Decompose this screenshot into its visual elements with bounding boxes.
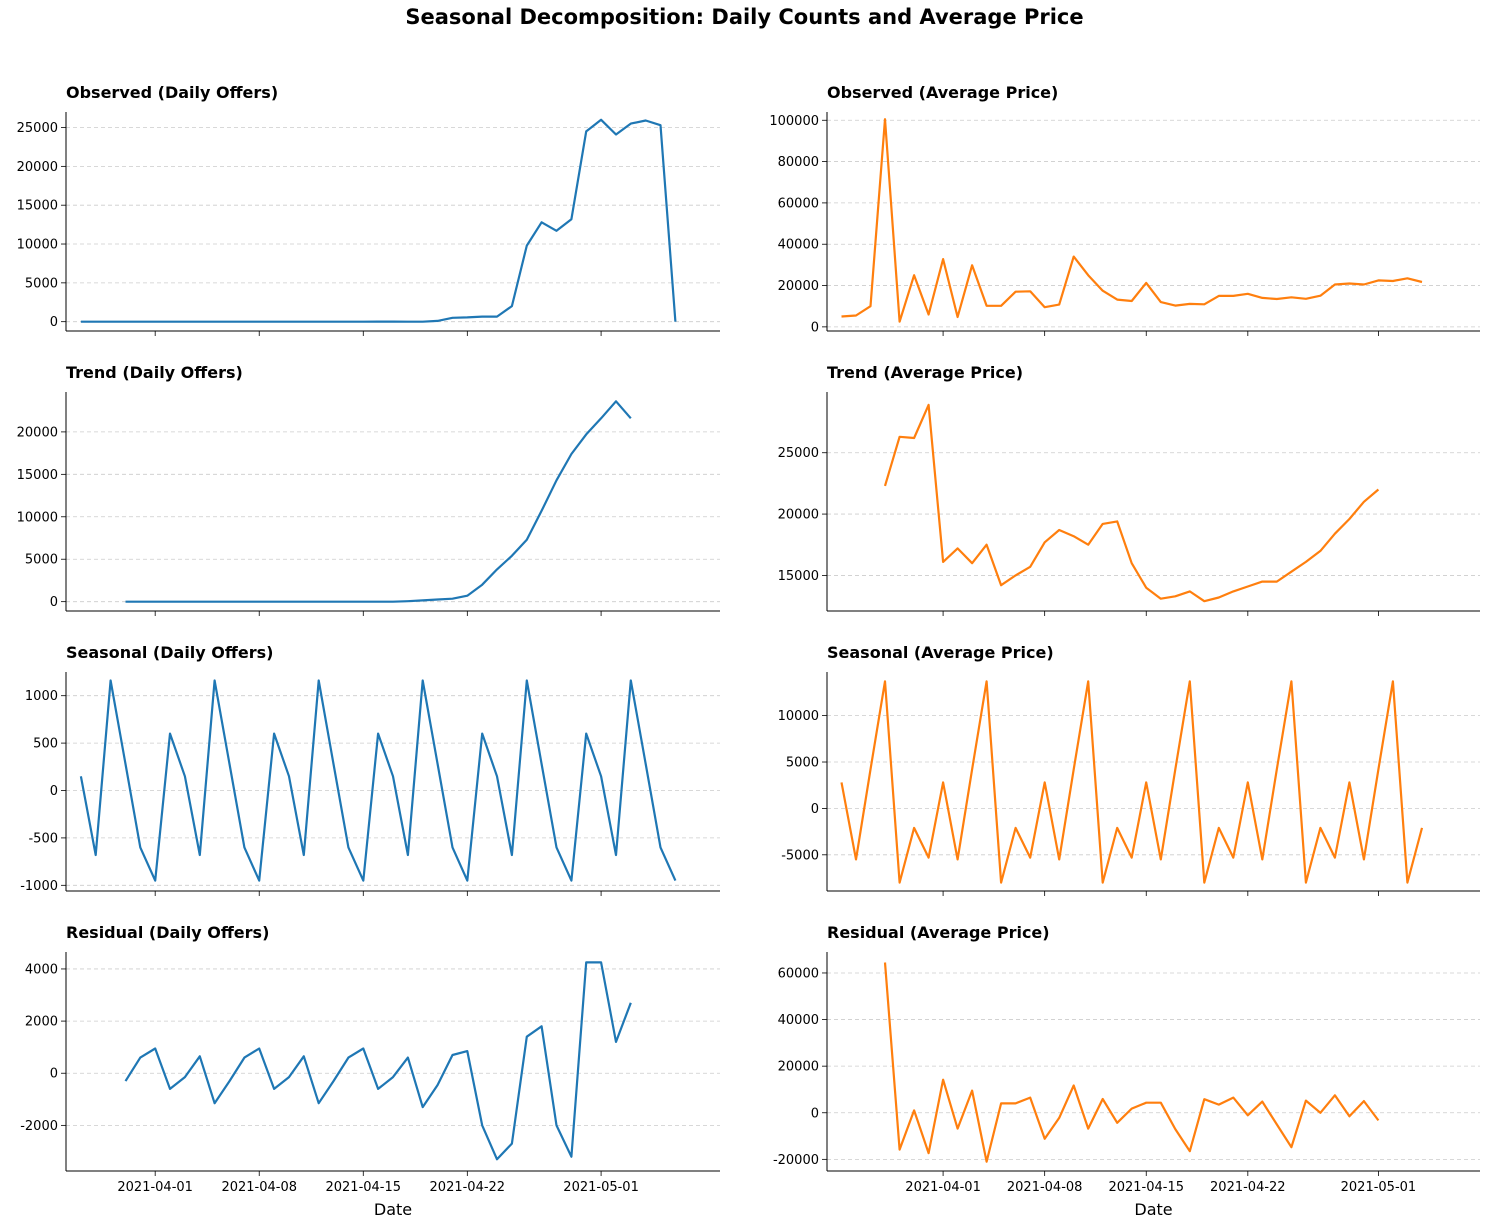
x-tick-label: 2021-04-22 <box>1210 1180 1286 1195</box>
x-tick-label: 2021-04-01 <box>117 1180 193 1195</box>
y-tick-label: 10000 <box>778 709 819 724</box>
panel-seasonal-daily-offers: Seasonal (Daily Offers) -1000 -500 0 500 1000 <box>20 643 720 896</box>
panel-seasonal-average-price: Seasonal (Average Price) -5000 0 5000 10000 <box>778 643 1480 896</box>
series-line <box>840 680 1424 884</box>
x-tick-label: 2021-04-15 <box>1108 1180 1184 1195</box>
y-tick-label: 5000 <box>786 756 819 771</box>
panel-title: Observed (Daily Offers) <box>66 83 278 102</box>
x-axis-label: Date <box>374 1200 412 1219</box>
panel-title: Seasonal (Daily Offers) <box>66 643 273 662</box>
y-tick-label: -1000 <box>20 879 58 894</box>
series-line <box>883 403 1380 603</box>
y-tick-label: 0 <box>811 802 819 817</box>
panel-title: Residual (Average Price) <box>827 923 1050 942</box>
y-tick-label: 5000 <box>25 553 58 568</box>
y-tick-label: 0 <box>811 320 819 335</box>
y-tick-label: 25000 <box>17 121 58 136</box>
panel-title: Observed (Average Price) <box>827 83 1058 102</box>
figure-title: Seasonal Decomposition: Daily Counts and… <box>405 5 1084 29</box>
y-tick-label: 40000 <box>778 1013 819 1028</box>
y-tick-label: 2000 <box>25 1015 58 1030</box>
y-tick-label: 0 <box>50 595 58 610</box>
y-tick-label: 25000 <box>778 446 819 461</box>
panel-title: Trend (Daily Offers) <box>66 363 243 382</box>
panel-residual-average-price: Residual (Average Price) -20000 0 20000 4000… <box>773 923 1480 1219</box>
y-tick-label: 500 <box>33 737 58 752</box>
y-tick-label: 15000 <box>17 199 58 214</box>
x-tick-label: 2021-04-22 <box>430 1180 506 1195</box>
x-tick-label: 2021-04-15 <box>325 1180 401 1195</box>
panel-title: Residual (Daily Offers) <box>66 923 269 942</box>
y-tick-label: 10000 <box>17 510 58 525</box>
y-tick-label: -20000 <box>773 1153 819 1168</box>
y-tick-label: -500 <box>28 831 58 846</box>
y-tick-label: 20000 <box>778 279 819 294</box>
panel-observed-daily-offers: Observed (Daily Offers) 0 5000 10000 15000 20… <box>17 83 720 336</box>
y-tick-label: 10000 <box>17 238 58 253</box>
series-line <box>883 962 1380 1163</box>
y-tick-label: 0 <box>50 784 58 799</box>
y-tick-label: 40000 <box>778 238 819 253</box>
x-tick-label: 2021-04-08 <box>221 1180 297 1195</box>
series-line <box>124 961 632 1161</box>
y-tick-label: 60000 <box>778 196 819 211</box>
series-line <box>125 400 632 603</box>
y-tick-label: 0 <box>811 1106 819 1121</box>
x-tick-label: 2021-05-01 <box>1341 1180 1417 1195</box>
y-tick-label: 15000 <box>17 468 58 483</box>
y-tick-label: -5000 <box>781 848 819 863</box>
series-line <box>79 679 677 882</box>
y-tick-label: 1000 <box>25 689 58 704</box>
panel-trend-average-price: Trend (Average Price) 15000 20000 25000 <box>778 363 1480 616</box>
x-tick-label: 2021-04-08 <box>1007 1180 1083 1195</box>
x-axis-label: Date <box>1134 1200 1172 1219</box>
y-tick-label: 15000 <box>778 569 819 584</box>
panel-observed-average-price: Observed (Average Price) 0 20000 40000 60000… <box>769 83 1480 336</box>
y-tick-label: 0 <box>50 315 58 330</box>
panel-residual-daily-offers: Residual (Daily Offers) -2000 0 2000 4000 202… <box>20 923 720 1219</box>
y-tick-label: 0 <box>50 1067 58 1082</box>
x-tick-label: 2021-04-01 <box>905 1180 981 1195</box>
y-tick-label: 20000 <box>17 425 58 440</box>
y-tick-label: 100000 <box>769 114 819 129</box>
y-tick-label: 60000 <box>778 966 819 981</box>
panel-title: Seasonal (Average Price) <box>827 643 1054 662</box>
y-tick-label: -2000 <box>20 1119 58 1134</box>
y-tick-label: 20000 <box>17 160 58 175</box>
panel-title: Trend (Average Price) <box>827 363 1023 382</box>
y-tick-label: 20000 <box>778 508 819 523</box>
y-tick-label: 5000 <box>25 276 58 291</box>
series-line <box>841 118 1423 323</box>
panel-trend-daily-offers: Trend (Daily Offers) 0 5000 10000 15000 20000 <box>17 363 720 616</box>
y-tick-label: 80000 <box>778 155 819 170</box>
series-line <box>80 118 677 323</box>
y-tick-label: 20000 <box>778 1060 819 1075</box>
x-tick-label: 2021-05-01 <box>563 1180 639 1195</box>
y-tick-label: 4000 <box>25 962 58 977</box>
